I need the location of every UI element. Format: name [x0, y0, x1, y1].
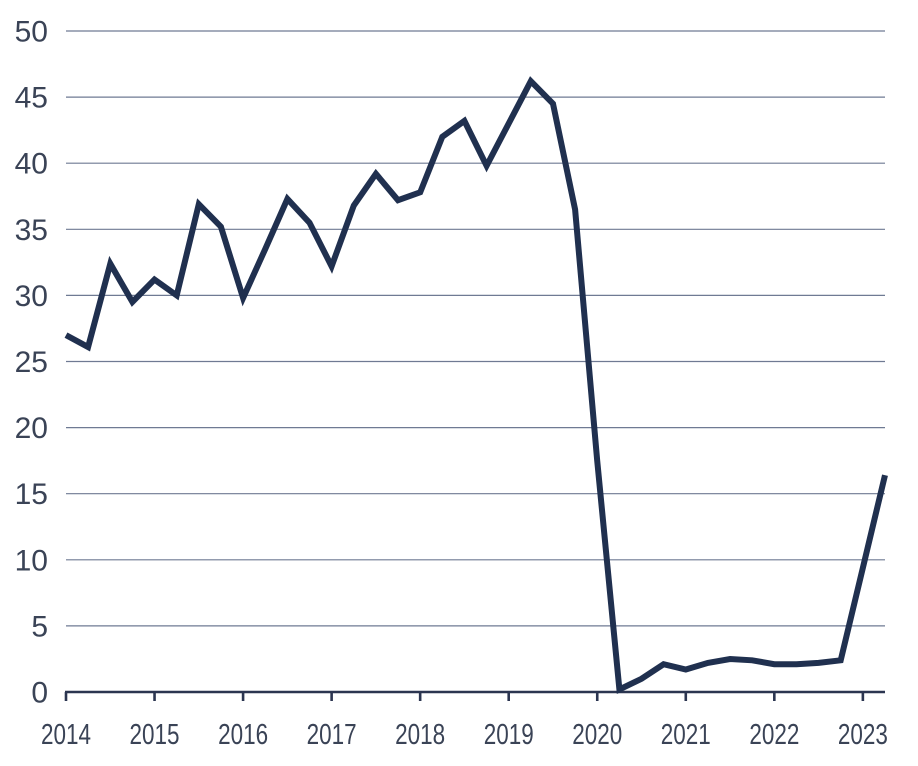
- x-axis-tick-label: 2015: [130, 719, 180, 751]
- x-axis-tick-label: 2021: [661, 719, 711, 751]
- y-axis-tick-label: 10: [15, 544, 48, 577]
- y-axis-tick-label: 35: [15, 214, 48, 247]
- x-axis-tick-label: 2017: [307, 719, 357, 751]
- x-axis-tick-label: 2022: [749, 719, 799, 751]
- x-axis-tick-label: 2023: [838, 719, 888, 751]
- x-axis-tick-label: 2019: [484, 719, 534, 751]
- y-axis-tick-label: 25: [15, 346, 48, 379]
- y-axis-tick-label: 40: [15, 148, 48, 181]
- x-axis-tick-label: 2018: [395, 719, 445, 751]
- x-axis-tick-label: 2014: [41, 719, 91, 751]
- y-axis-tick-label: 0: [31, 677, 48, 710]
- y-axis-tick-label: 15: [15, 478, 48, 511]
- x-axis-tick-label: 2016: [218, 719, 268, 751]
- y-axis-tick-label: 5: [31, 610, 48, 643]
- data-series-line: [64, 76, 888, 694]
- x-axis-tick-label: 2020: [572, 719, 622, 751]
- y-axis-tick-label: 20: [15, 412, 48, 445]
- y-axis-tick-label: 50: [15, 16, 48, 49]
- y-axis-tick-label: 30: [15, 280, 48, 313]
- y-axis-tick-label: 45: [15, 82, 48, 115]
